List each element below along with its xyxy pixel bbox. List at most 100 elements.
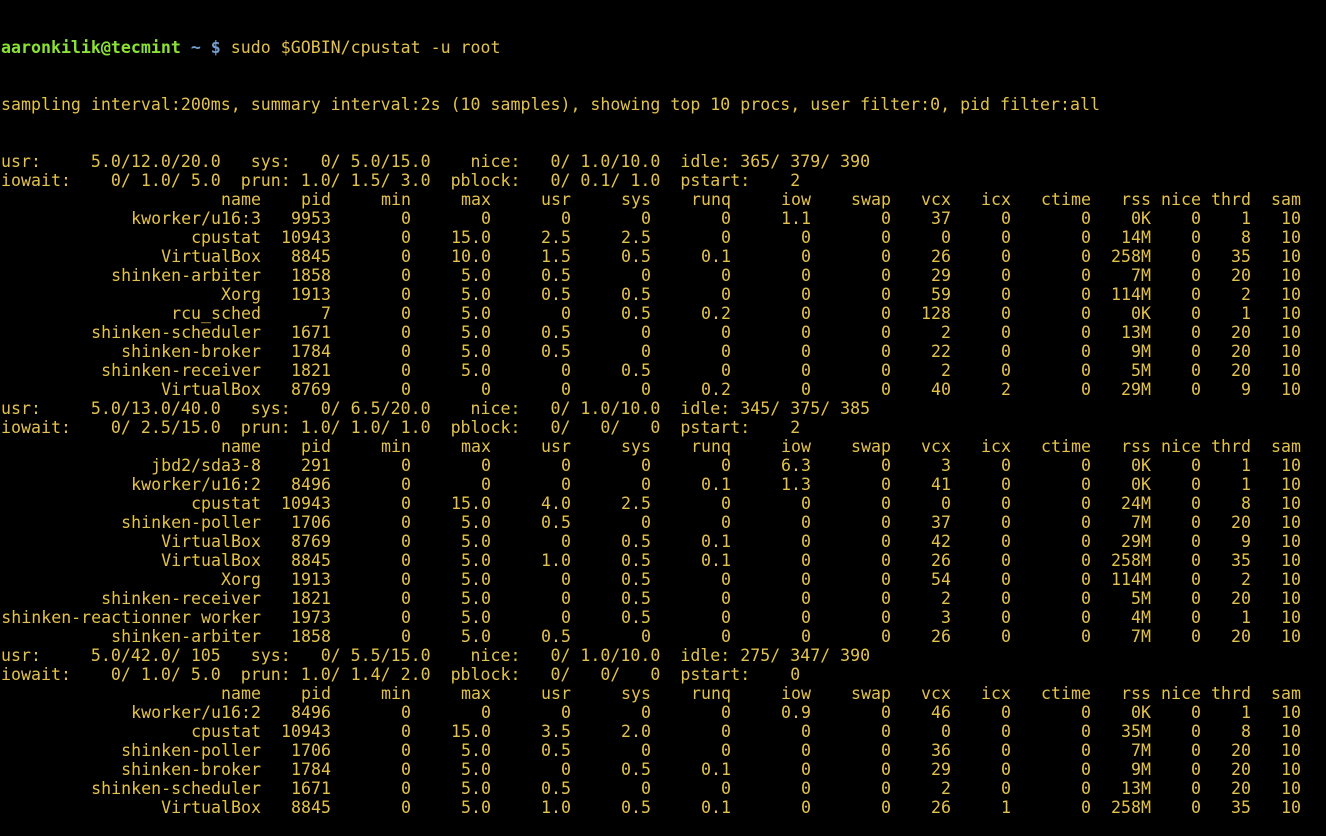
cell-sys: 0.5	[621, 551, 651, 570]
cell-sam: 10	[1281, 741, 1301, 760]
cell-max: 5.0	[461, 608, 491, 627]
cell-sys: 0	[641, 209, 651, 228]
cell-sam: 10	[1281, 551, 1301, 570]
cell-ctime: 0	[1081, 760, 1091, 779]
table-row: shinken-reactionner worker 1973 0 5.0 0 0.5 0 0…	[1, 608, 1301, 627]
cell-max: 5.0	[461, 798, 491, 817]
cell-vcx: 42	[931, 532, 951, 551]
cell-rss: 9M	[1131, 760, 1151, 779]
cell-min: 0	[401, 380, 411, 399]
cell-usr: 0.5	[541, 323, 571, 342]
cell-runq: 0	[721, 342, 731, 361]
cell-usr: 2.5	[541, 228, 571, 247]
cell-thrd: 20	[1231, 361, 1251, 380]
column-header-rss: rss	[1121, 190, 1151, 209]
column-header-runq: runq	[691, 684, 731, 703]
column-header-sam: sam	[1271, 684, 1301, 703]
cell-sys: 0	[641, 323, 651, 342]
cell-name: cpustat	[191, 494, 261, 513]
column-header-name: name	[221, 190, 261, 209]
cell-thrd: 9	[1241, 532, 1251, 551]
cell-icx: 0	[1001, 494, 1011, 513]
prompt-path: ~ $	[180, 38, 231, 57]
cell-iow: 0	[801, 532, 811, 551]
cell-name: shinken-receiver	[101, 589, 261, 608]
column-header-thrd: thrd	[1211, 437, 1251, 456]
cell-max: 5.0	[461, 513, 491, 532]
cell-swap: 0	[881, 323, 891, 342]
io-summary-line: iowait: 0/ 2.5/15.0 prun: 1.0/ 1.0/ 1.0 …	[1, 418, 801, 437]
cell-rss: 13M	[1121, 779, 1151, 798]
cell-runq: 0	[721, 722, 731, 741]
cell-vcx: 0	[941, 722, 951, 741]
cell-min: 0	[401, 722, 411, 741]
cell-sam: 10	[1281, 456, 1301, 475]
cell-nice: 0	[1191, 589, 1201, 608]
cell-swap: 0	[881, 380, 891, 399]
cell-name: Xorg	[221, 570, 261, 589]
cell-sam: 10	[1281, 760, 1301, 779]
column-header-vcx: vcx	[921, 437, 951, 456]
table-row: shinken-poller 1706 0 5.0 0.5 0 0 0 0 36 0 0 7M 0 20 10	[1, 741, 1301, 760]
cell-pid: 1913	[291, 570, 331, 589]
cell-name: shinken-broker	[121, 760, 261, 779]
cell-nice: 0	[1191, 266, 1201, 285]
cell-pid: 1671	[291, 323, 331, 342]
cell-min: 0	[401, 323, 411, 342]
table-row: shinken-scheduler 1671 0 5.0 0.5 0 0 0 0 2 0 0 13M 0 2…	[1, 323, 1301, 342]
cell-vcx: 54	[931, 570, 951, 589]
cell-pid: 1858	[291, 266, 331, 285]
cell-max: 5.0	[461, 361, 491, 380]
cell-pid: 291	[301, 456, 331, 475]
table-row: shinken-arbiter 1858 0 5.0 0.5 0 0 0 0 29 0 0 7M 0 20 1…	[1, 266, 1301, 285]
cell-icx: 0	[1001, 285, 1011, 304]
cell-rss: 29M	[1121, 380, 1151, 399]
cell-pid: 1706	[291, 513, 331, 532]
cell-min: 0	[401, 551, 411, 570]
cell-pid: 1671	[291, 779, 331, 798]
cell-icx: 0	[1001, 266, 1011, 285]
cell-ctime: 0	[1081, 323, 1091, 342]
cell-iow: 0	[801, 627, 811, 646]
cell-sam: 10	[1281, 589, 1301, 608]
cell-swap: 0	[881, 266, 891, 285]
cell-swap: 0	[881, 513, 891, 532]
column-header-icx: icx	[981, 190, 1011, 209]
cell-usr: 0	[561, 532, 571, 551]
column-header-pid: pid	[301, 190, 331, 209]
cell-ctime: 0	[1081, 589, 1091, 608]
cell-sys: 0	[641, 475, 651, 494]
cell-nice: 0	[1191, 228, 1201, 247]
cell-nice: 0	[1191, 608, 1201, 627]
cell-thrd: 1	[1241, 209, 1251, 228]
cell-sam: 10	[1281, 228, 1301, 247]
cell-nice: 0	[1191, 380, 1201, 399]
cell-nice: 0	[1191, 532, 1201, 551]
column-header-nice: nice	[1161, 437, 1201, 456]
cell-name: shinken-broker	[121, 342, 261, 361]
cell-swap: 0	[881, 532, 891, 551]
cell-vcx: 22	[931, 342, 951, 361]
column-header-nice: nice	[1161, 684, 1201, 703]
cell-ctime: 0	[1081, 209, 1091, 228]
cell-iow: 0	[801, 722, 811, 741]
cell-rss: 7M	[1131, 513, 1151, 532]
cell-thrd: 20	[1231, 323, 1251, 342]
cell-ctime: 0	[1081, 513, 1091, 532]
cell-max: 15.0	[451, 494, 491, 513]
column-header-pid: pid	[301, 684, 331, 703]
cell-vcx: 36	[931, 741, 951, 760]
command-text: sudo $GOBIN/cpustat -u root	[230, 38, 501, 57]
cell-ctime: 0	[1081, 475, 1091, 494]
cell-ctime: 0	[1081, 722, 1091, 741]
cell-icx: 0	[1001, 323, 1011, 342]
cell-ctime: 0	[1081, 266, 1091, 285]
cell-rss: 7M	[1131, 627, 1151, 646]
cell-usr: 0.5	[541, 741, 571, 760]
column-header-vcx: vcx	[921, 684, 951, 703]
column-header-iow: iow	[781, 684, 811, 703]
table-row: cpustat 10943 0 15.0 2.5 2.5 0 0 0 0 0 0 14M 0 8 10	[1, 228, 1301, 247]
cell-iow: 0	[801, 285, 811, 304]
cell-pid: 8769	[291, 532, 331, 551]
